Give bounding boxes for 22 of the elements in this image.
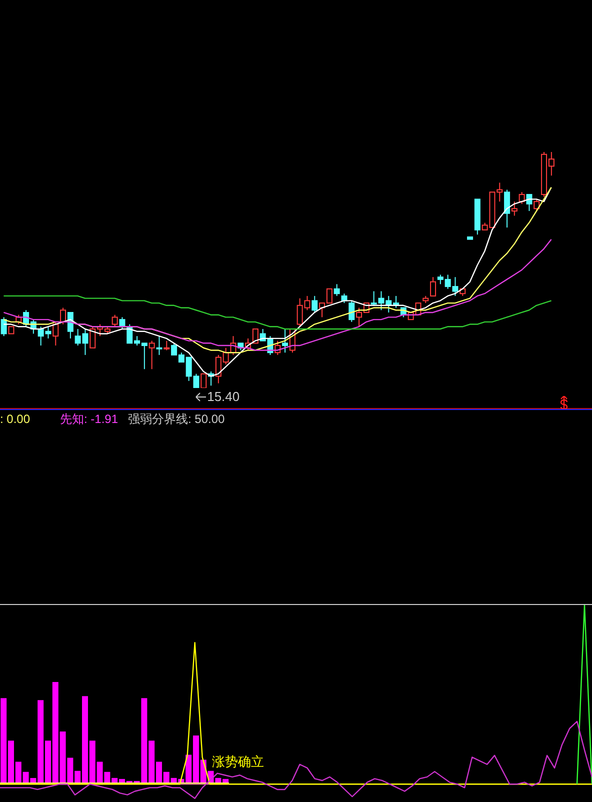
candlestick xyxy=(52,321,59,346)
candlestick xyxy=(334,284,340,296)
candlestick xyxy=(164,340,170,351)
candlestick xyxy=(60,307,66,325)
candlestick xyxy=(312,295,318,313)
candlestick xyxy=(534,198,540,212)
text: 15.40 xyxy=(207,389,240,405)
candlestick xyxy=(511,201,518,216)
candlestick xyxy=(148,340,155,370)
candlestick xyxy=(348,300,355,322)
text: : 0.00 xyxy=(0,411,30,428)
text: 先知: -1.91 xyxy=(60,411,118,428)
candlestick xyxy=(504,189,510,228)
candlestick xyxy=(0,316,7,337)
candlestick xyxy=(282,328,288,354)
candlestick xyxy=(252,328,258,344)
candlestick xyxy=(430,276,436,296)
candlestick xyxy=(112,314,118,328)
candlestick xyxy=(156,336,162,356)
candlestick xyxy=(200,373,207,388)
annotation: 涨势确立 xyxy=(212,753,264,771)
text: 强弱分界线: 50.00 xyxy=(128,411,225,428)
